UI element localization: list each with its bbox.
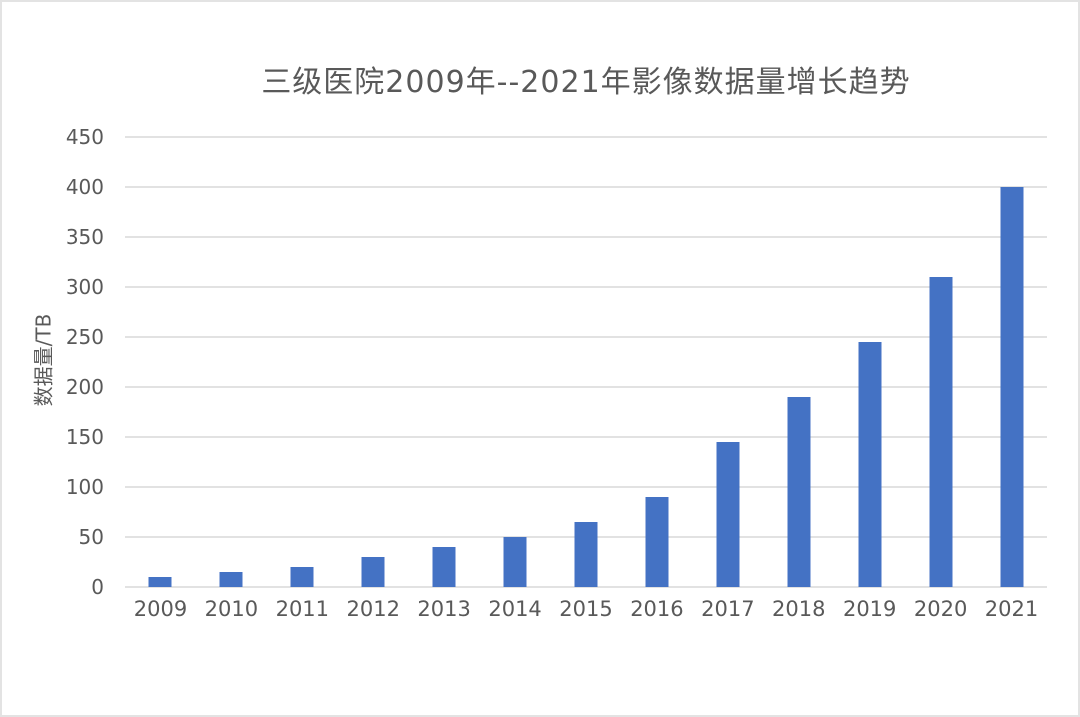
x-tick-label: 2018 bbox=[772, 597, 826, 621]
chart-title: 三级医院2009年--2021年影像数据量增长趋势 bbox=[261, 65, 911, 100]
y-tick-label: 350 bbox=[65, 225, 104, 249]
x-axis-tick-labels: 2009 2010 2011 2012 2013 2014 2015 2016 2017 2018… bbox=[125, 599, 1047, 620]
bars-layer bbox=[125, 137, 1047, 587]
y-tick-label: 250 bbox=[65, 325, 104, 349]
bar-2021 bbox=[1000, 187, 1024, 587]
bar-cell-2014 bbox=[480, 137, 551, 587]
gridline bbox=[125, 586, 1047, 588]
bar-2013 bbox=[432, 547, 456, 587]
gridline bbox=[125, 236, 1047, 238]
bar-2014 bbox=[503, 537, 527, 587]
bar-cell-2016 bbox=[621, 137, 692, 587]
y-tick-label: 0 bbox=[91, 575, 104, 599]
x-tick-label: 2021 bbox=[984, 597, 1039, 621]
bar-cell-2021 bbox=[976, 137, 1047, 587]
bar-2016 bbox=[645, 497, 669, 587]
x-tick-label: 2009 bbox=[133, 597, 188, 621]
bar-cell-2011 bbox=[267, 137, 338, 587]
bar-2019 bbox=[858, 342, 882, 587]
gridline bbox=[125, 336, 1047, 338]
x-tick-label: 2013 bbox=[417, 597, 471, 621]
bar-cell-2012 bbox=[338, 137, 409, 587]
bar-2012 bbox=[361, 557, 385, 587]
bar-2017 bbox=[716, 442, 740, 587]
bar-2011 bbox=[290, 567, 314, 587]
x-tick-label: 2020 bbox=[913, 597, 968, 621]
x-tick-label: 2012 bbox=[346, 597, 400, 621]
bar-cell-2017 bbox=[692, 137, 763, 587]
gridline bbox=[125, 436, 1047, 439]
bar-cell-2018 bbox=[763, 137, 834, 587]
bar-cell-2013 bbox=[409, 137, 480, 587]
x-tick-label: 2017 bbox=[701, 597, 755, 621]
y-tick-label: 200 bbox=[65, 375, 104, 399]
x-tick-label: 2019 bbox=[842, 597, 897, 621]
gridline bbox=[125, 136, 1047, 138]
y-tick-label: 450 bbox=[65, 125, 104, 149]
bar-2010 bbox=[219, 572, 243, 587]
y-axis-tick-labels: 0 50 100 150 200 250 300 350 400 450 bbox=[2, 127, 104, 597]
bar-cell-2010 bbox=[196, 137, 267, 587]
y-tick-label: 100 bbox=[65, 475, 104, 499]
bar-2009 bbox=[148, 577, 172, 587]
bar-cell-2015 bbox=[551, 137, 622, 587]
gridline bbox=[125, 286, 1047, 289]
y-tick-label: 150 bbox=[65, 425, 104, 450]
bar-cell-2019 bbox=[834, 137, 905, 587]
bar-cell-2009 bbox=[125, 137, 196, 587]
bar-cell-2020 bbox=[905, 137, 976, 587]
plot-area bbox=[125, 136, 1047, 588]
x-tick-label: 2014 bbox=[488, 597, 542, 621]
x-tick-label: 2010 bbox=[204, 597, 259, 621]
gridline bbox=[125, 486, 1047, 488]
x-tick-label: 2011 bbox=[275, 597, 330, 621]
x-tick-label: 2016 bbox=[630, 597, 684, 621]
bar-2018 bbox=[787, 397, 811, 587]
bar-2020 bbox=[929, 277, 953, 587]
gridline bbox=[125, 386, 1047, 388]
gridline bbox=[125, 186, 1047, 188]
bar-2015 bbox=[574, 522, 598, 587]
y-tick-label: 300 bbox=[65, 275, 104, 300]
y-tick-label: 400 bbox=[65, 175, 104, 199]
y-tick-label: 50 bbox=[78, 525, 104, 549]
x-tick-label: 2015 bbox=[559, 597, 613, 621]
